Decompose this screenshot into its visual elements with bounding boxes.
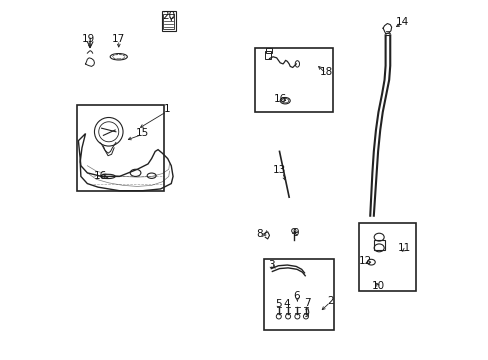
Text: 18: 18 bbox=[319, 67, 332, 77]
Text: 14: 14 bbox=[395, 17, 408, 27]
Bar bbox=[358, 223, 415, 291]
Text: 12: 12 bbox=[358, 256, 371, 266]
Text: 2: 2 bbox=[326, 296, 333, 306]
Text: 1: 1 bbox=[163, 104, 170, 114]
Text: 9: 9 bbox=[292, 228, 298, 238]
Text: 3: 3 bbox=[268, 260, 274, 270]
Text: 17: 17 bbox=[112, 34, 125, 44]
Bar bbox=[264, 51, 270, 59]
Bar bbox=[373, 240, 385, 249]
Text: 5: 5 bbox=[274, 299, 281, 309]
Text: 13: 13 bbox=[272, 165, 285, 175]
Text: 7: 7 bbox=[304, 298, 310, 308]
Text: 10: 10 bbox=[371, 282, 384, 292]
Text: 19: 19 bbox=[81, 34, 95, 44]
Text: 20: 20 bbox=[162, 11, 175, 21]
Text: 16: 16 bbox=[94, 171, 107, 181]
Text: 11: 11 bbox=[397, 243, 410, 253]
Text: 16: 16 bbox=[273, 94, 286, 104]
Bar bbox=[163, 14, 174, 29]
Bar bbox=[77, 105, 164, 191]
Bar bbox=[255, 48, 332, 112]
Text: 8: 8 bbox=[256, 229, 263, 239]
Text: 6: 6 bbox=[292, 292, 299, 301]
Text: 4: 4 bbox=[283, 299, 290, 309]
Bar bbox=[264, 258, 333, 330]
Bar bbox=[162, 11, 176, 31]
Text: 15: 15 bbox=[136, 128, 149, 138]
Bar bbox=[265, 48, 272, 53]
